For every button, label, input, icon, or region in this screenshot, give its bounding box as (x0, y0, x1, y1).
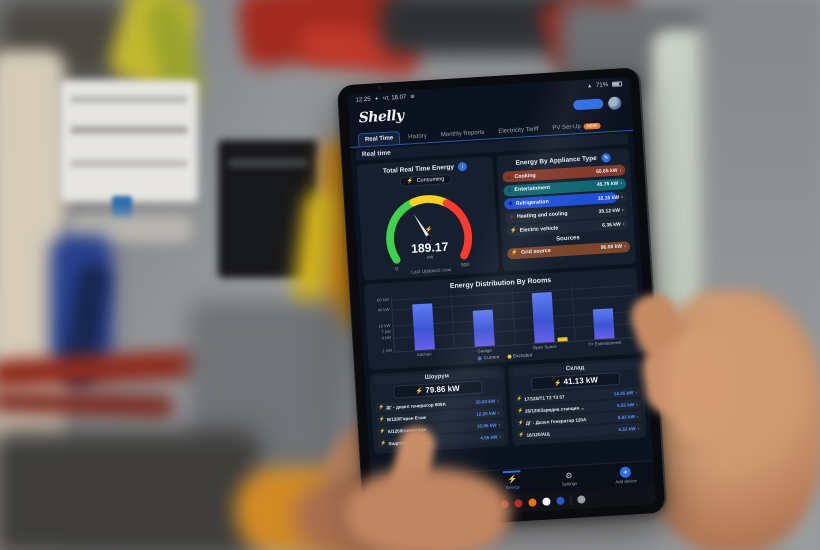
legend-current-dot (477, 355, 483, 361)
battery-icon (611, 81, 623, 87)
legend-excluded-dot (507, 354, 512, 359)
last-updated: Last Updated: now (411, 268, 452, 276)
lightning-icon: ⚡ (517, 419, 524, 426)
nav-add-device[interactable]: + Add device (615, 466, 637, 485)
gauge-value: 189.17 (411, 240, 449, 256)
edit-icon[interactable]: ✎ (601, 153, 611, 163)
breaker-stripe2 (70, 126, 188, 134)
lightning-icon: ⚡ (379, 428, 386, 434)
user-avatar[interactable] (607, 95, 622, 110)
breaker-blue-button (112, 196, 132, 220)
lightning-icon: ⚡ (406, 178, 414, 185)
nav-settings[interactable]: ⚙ Settings (561, 471, 578, 487)
chevron-right-icon: › (623, 243, 627, 250)
settings-gear-icon: ⚙ (565, 471, 573, 481)
chevron-right-icon: › (636, 413, 639, 419)
shelly-logo: Shelly (358, 107, 405, 127)
meter-total-value: ⚡ 79.86 kW (393, 380, 483, 399)
tablet-screen: 12:25 ✦ чт, 18.07 ⚙ ▲ 71% Shelly (347, 76, 656, 522)
meter-card-showroom: Шоурум ⚡ 79.86 kW ⚡ ДГ - дизел генератор … (369, 366, 509, 455)
total-energy-card: Total Real Time Energy i ⚡ Consuming (356, 156, 500, 281)
lightning-icon: ⚡ (516, 395, 523, 402)
chevron-right-icon: › (635, 401, 638, 407)
bar-garage[interactable] (451, 289, 516, 348)
left-palm (345, 468, 510, 550)
gauge-unit: kW (427, 254, 434, 259)
bar-kitchen[interactable] (391, 293, 456, 352)
grid-source-icon: ⚡ (511, 249, 519, 257)
gauge-needle (413, 213, 431, 240)
appliance-type-card: Energy By Appliance Type ✎ ♨ Cooking 65.… (496, 147, 637, 272)
status-time: 12:25 (355, 96, 371, 104)
black-block-stripe (228, 158, 308, 168)
entertainment-icon: ♫ (507, 187, 512, 194)
battery-percent: 71% (595, 81, 609, 89)
svg-text:⚡: ⚡ (425, 225, 433, 233)
sparkle-icon: ✦ (374, 95, 379, 102)
info-icon[interactable]: i (457, 161, 468, 172)
meter-card-warehouse: Склад ⚡ 41.13 kW ⚡ 17/120/Т1 Т2 Т3 57 14.4… (507, 357, 647, 446)
plus-icon: + (619, 466, 632, 479)
gauge-min: 0 (395, 266, 398, 272)
right-hand-knuckle (668, 330, 738, 440)
taskbar-app-icon[interactable] (513, 499, 523, 508)
energy-icon: ⚡ (507, 474, 518, 484)
status-date: чт, 18.07 (382, 93, 407, 102)
tab-history[interactable]: History (408, 133, 428, 141)
gear-status-icon: ⚙ (410, 93, 415, 100)
breaker-stripe1 (70, 96, 188, 103)
taskbar-app-icon[interactable] (576, 495, 586, 504)
taskbar-app-icon[interactable] (541, 497, 551, 506)
chevron-right-icon: › (635, 389, 638, 395)
header-pill-button[interactable] (573, 98, 604, 111)
chevron-right-icon: › (498, 421, 501, 427)
chevron-right-icon: › (621, 207, 625, 214)
chevron-right-icon: › (637, 425, 640, 431)
wifi-icon: ▲ (586, 82, 593, 89)
refrigeration-icon: ❄ (508, 200, 513, 207)
taskbar-app-icon[interactable] (555, 496, 565, 506)
chevron-right-icon: › (497, 409, 500, 415)
tablet: 12:25 ✦ чт, 18.07 ⚙ ▲ 71% Shelly (336, 67, 668, 531)
energy-gauge: ⚡ 189.17 kW 0 500 (386, 195, 473, 273)
chevron-right-icon: › (620, 180, 623, 187)
tab-monthly-reports[interactable]: Monthly Reports (440, 129, 485, 139)
dashboard-content: Total Real Time Energy i ⚡ Consuming (351, 146, 653, 478)
meter-total-value: ⚡ 41.13 kW (531, 371, 621, 391)
lightning-icon: ⚡ (378, 404, 385, 410)
lightning-icon: ⚡ (553, 380, 562, 387)
tab-pv-setup[interactable]: PV Set-Up NEW (546, 119, 606, 135)
bar-open-space-excluded[interactable] (557, 337, 568, 342)
appliance-card-title: Energy By Appliance Type (515, 154, 597, 167)
cabinet-dark-bottomleft (0, 430, 260, 550)
bar-open-space[interactable] (511, 285, 576, 345)
lightning-icon: ⚡ (380, 440, 387, 446)
chevron-right-icon: › (499, 433, 502, 439)
tab-real-time[interactable]: Real Time (357, 130, 401, 147)
ev-icon: ⚡ (509, 227, 517, 234)
cooking-icon: ♨ (506, 173, 512, 180)
heating-cooling-icon: ☼ (508, 214, 515, 221)
bar-tv-entertainment[interactable] (572, 282, 634, 341)
taskbar-app-icon[interactable] (527, 498, 537, 507)
lightning-icon: ⚡ (517, 407, 524, 414)
chevron-right-icon: › (497, 397, 499, 403)
tab-electricity-tariff[interactable]: Electricity Tariff (498, 126, 539, 135)
new-badge: NEW (583, 122, 601, 130)
chevron-right-icon: › (619, 166, 622, 174)
lightning-icon: ⚡ (415, 388, 424, 396)
gauge-max: 500 (461, 262, 470, 269)
chevron-right-icon: › (620, 193, 624, 201)
front-camera (377, 86, 381, 90)
chevron-right-icon: › (622, 220, 625, 227)
lightning-icon: ⚡ (378, 416, 385, 422)
lightning-icon: ⚡ (518, 431, 525, 438)
breaker-stripe3 (70, 160, 188, 167)
rooms-chart-card: Energy Distribution By Rooms 80 kW 40 kW… (363, 267, 642, 371)
